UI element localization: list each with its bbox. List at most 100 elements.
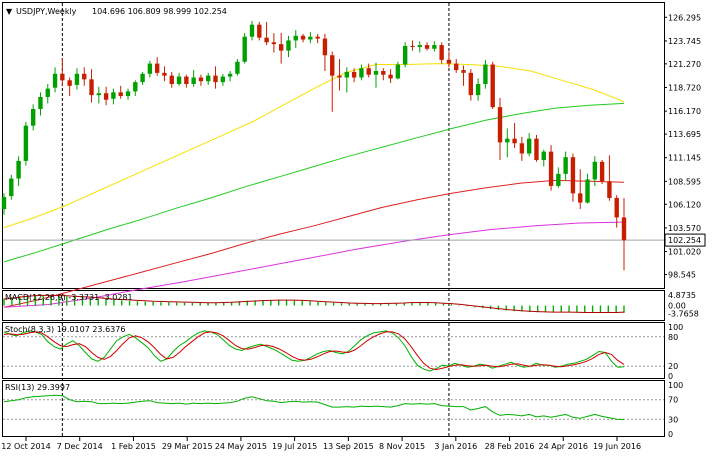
candle-body-2: [16, 160, 21, 179]
candle-body-33: [242, 36, 247, 62]
candle-body-8: [60, 73, 65, 81]
candle-body-10: [74, 73, 80, 85]
time-tick-label-4: 24 May 2015: [215, 442, 267, 451]
stoch-tick-label-1: 80: [668, 333, 678, 342]
candle-body-48: [351, 71, 357, 78]
price-tick-label-6: 111.145: [668, 154, 701, 163]
candle-body-6: [45, 88, 50, 97]
price-tick-label-10: 101.020: [668, 248, 701, 257]
stoch-line-1: [3, 331, 625, 371]
rsi-line-0: [3, 394, 625, 421]
candle-body-21: [154, 63, 160, 73]
candle-body-52: [381, 71, 386, 75]
price-tick-label-11: 98.545: [668, 270, 696, 279]
candle-body-80: [585, 179, 590, 203]
stoch-panel[interactable]: [2, 322, 665, 379]
price-tick-label-5: 113.695: [668, 130, 701, 139]
candle-body-74: [541, 151, 546, 160]
stoch-tick-label-3: 0: [668, 372, 673, 381]
candle-body-9: [67, 80, 72, 86]
rsi-tick-label-0: 100: [668, 381, 683, 390]
candle-body-28: [206, 75, 211, 82]
moving-average-3: [3, 221, 625, 308]
candle-body-29: [213, 75, 218, 83]
candle-body-51: [373, 71, 379, 75]
stoch-tick-label-0: 100: [668, 323, 683, 332]
current-price-label: 102.254: [668, 236, 701, 245]
candle-body-40: [293, 35, 298, 41]
moving-average-0: [3, 63, 625, 229]
macd-title: MACD(12,26,9) -3.3731 -3.0281: [5, 293, 133, 302]
candle-body-50: [366, 68, 371, 75]
moving-averages: [3, 63, 625, 308]
candle-body-78: [570, 157, 576, 194]
moving-average-1: [3, 102, 625, 263]
macd-tick-label-0: 4.8735: [668, 291, 696, 300]
rsi-tick-label-3: 0: [668, 430, 673, 439]
time-tick-label-8: 3 Jan 2016: [434, 442, 477, 451]
price-tick-label-4: 116.170: [668, 107, 701, 116]
time-tick-label-9: 28 Feb 2016: [485, 442, 535, 451]
candle-body-5: [38, 96, 43, 110]
candle-body-32: [235, 61, 240, 74]
candle-body-24: [176, 76, 182, 84]
candle-body-36: [264, 37, 269, 43]
time-tick-label-2: 1 Feb 2015: [111, 442, 156, 451]
price-tick-label-3: 118.720: [668, 84, 701, 93]
candle-body-11: [82, 73, 87, 80]
candle-body-71: [519, 143, 525, 154]
candle-body-23: [169, 75, 174, 84]
candle-body-26: [191, 77, 196, 84]
rsi-panel[interactable]: [2, 380, 665, 437]
macd-tick-label-1: 0.00: [668, 302, 686, 311]
candle-body-76: [556, 173, 561, 186]
candle-body-15: [111, 92, 116, 99]
candle-body-31: [227, 73, 233, 77]
price-tick-label-2: 121.270: [668, 60, 701, 69]
time-tick-label-7: 8 Nov 2015: [379, 442, 425, 451]
candle-body-66: [483, 64, 488, 84]
candle-body-35: [257, 24, 262, 38]
candle-body-45: [330, 55, 335, 76]
chart-symbol-icon: ▼: [6, 7, 13, 16]
candle-body-75: [548, 151, 554, 186]
candle-body-69: [505, 138, 510, 143]
candle-body-70: [512, 138, 517, 144]
candle-body-14: [103, 93, 109, 100]
time-tick-label-1: 7 Dec 2014: [57, 442, 103, 451]
candle-body-34: [249, 24, 255, 37]
candle-body-25: [184, 76, 189, 84]
current-price-box: [664, 233, 706, 247]
rsi-title: RSI(13) 29.3997: [5, 383, 70, 392]
candle-body-60: [439, 45, 444, 60]
candle-body-13: [96, 93, 102, 96]
rsi-tick-label-1: 70: [668, 396, 678, 405]
stoch-series: [3, 330, 664, 372]
stoch-line-0: [3, 330, 625, 372]
candle-body-3: [23, 125, 29, 161]
macd-signal-line: [3, 294, 625, 313]
macd-tick-label-2: -3.7658: [668, 310, 699, 319]
candle-body-82: [599, 161, 605, 182]
candle-body-16: [118, 92, 123, 97]
candle-body-22: [162, 72, 167, 76]
candle-body-72: [526, 138, 532, 154]
candle-body-73: [534, 138, 539, 160]
candle-body-68: [497, 107, 503, 143]
rsi-tick-label-2: 30: [668, 415, 678, 424]
candle-body-37: [271, 42, 277, 45]
candle-body-39: [286, 40, 291, 51]
time-tick-label-11: 19 Jun 2016: [593, 442, 641, 451]
candle-body-1: [9, 178, 14, 197]
candle-body-46: [337, 75, 342, 78]
candle-body-54: [395, 64, 401, 79]
time-tick-label-6: 13 Sep 2015: [323, 442, 374, 451]
time-axis: 12 Oct 2014 7 Dec 2014 1 Feb 2015 29 Mar 20…: [1, 437, 641, 451]
candle-body-0: [1, 197, 7, 210]
price-tick-label-9: 103.570: [668, 224, 701, 233]
price-panel[interactable]: [2, 2, 665, 289]
candle-body-77: [563, 157, 568, 174]
candle-body-20: [147, 63, 153, 74]
